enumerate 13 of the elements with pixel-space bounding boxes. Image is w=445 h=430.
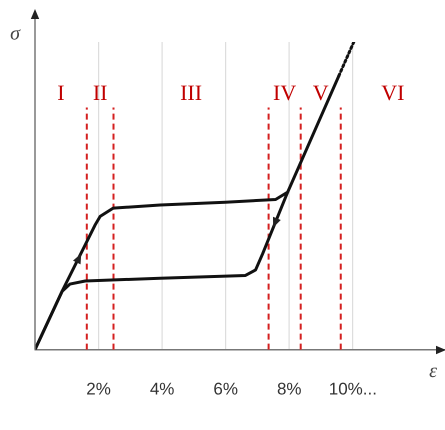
x-tick-label: 8%	[276, 379, 302, 398]
x-tick-label: 4%	[150, 379, 174, 398]
annotation: I	[57, 80, 65, 106]
x-tick-label: 6%	[213, 379, 238, 398]
annotation: II	[92, 80, 108, 106]
annotation: VI	[381, 80, 404, 106]
x-tick-label: 10%...	[328, 379, 377, 398]
annotation: III	[180, 80, 202, 106]
x-tick-label: 2%	[86, 379, 111, 398]
x-axis-title: ε	[429, 360, 438, 382]
y-axis-title: σ	[10, 22, 22, 44]
annotation: IV	[273, 80, 296, 106]
annotation: V	[312, 80, 329, 106]
